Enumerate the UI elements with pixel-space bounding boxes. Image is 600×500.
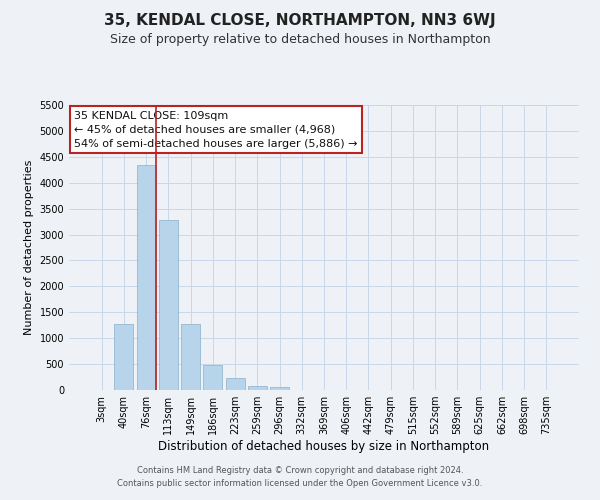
Y-axis label: Number of detached properties: Number of detached properties (24, 160, 34, 335)
Bar (270, 388, 289, 390)
Bar (226, 378, 245, 390)
Bar (248, 386, 267, 390)
Text: Size of property relative to detached houses in Northampton: Size of property relative to detached ho… (110, 32, 490, 46)
Bar (203, 365, 222, 390)
Text: 35 KENDAL CLOSE: 109sqm
← 45% of detached houses are smaller (4,968)
54% of semi: 35 KENDAL CLOSE: 109sqm ← 45% of detache… (74, 110, 358, 148)
Text: Contains HM Land Registry data © Crown copyright and database right 2024.
Contai: Contains HM Land Registry data © Crown c… (118, 466, 482, 487)
X-axis label: Distribution of detached houses by size in Northampton: Distribution of detached houses by size … (158, 440, 490, 453)
Bar (137, 164, 155, 390)
Bar (115, 324, 133, 390)
Bar (181, 324, 200, 390)
Bar (159, 220, 178, 390)
Text: 35, KENDAL CLOSE, NORTHAMPTON, NN3 6WJ: 35, KENDAL CLOSE, NORTHAMPTON, NN3 6WJ (104, 12, 496, 28)
